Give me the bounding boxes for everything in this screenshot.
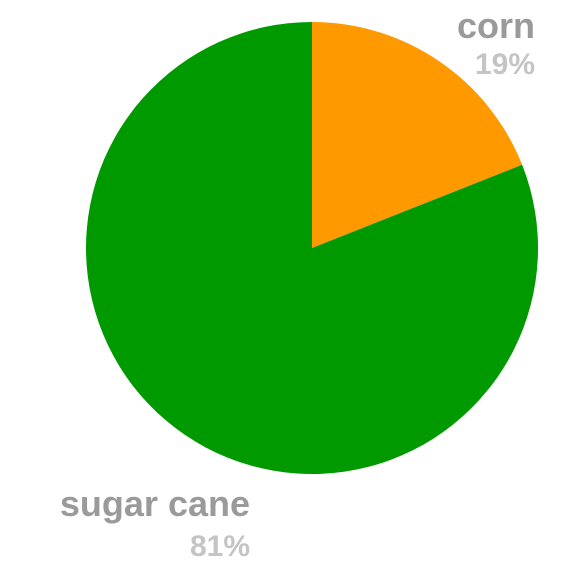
slice-label-corn: corn [457, 5, 535, 46]
slice-percent-corn: 19% [475, 48, 535, 81]
pie-slice-corn [312, 22, 523, 248]
pie-slice-sugar-cane [85, 22, 538, 474]
slice-label-sugar-cane: sugar cane [60, 483, 250, 524]
slice-percent-sugar-cane: 81% [190, 530, 250, 561]
pie-slices [85, 22, 538, 474]
pie-labels: corn 19% sugar cane 81% [60, 5, 535, 561]
